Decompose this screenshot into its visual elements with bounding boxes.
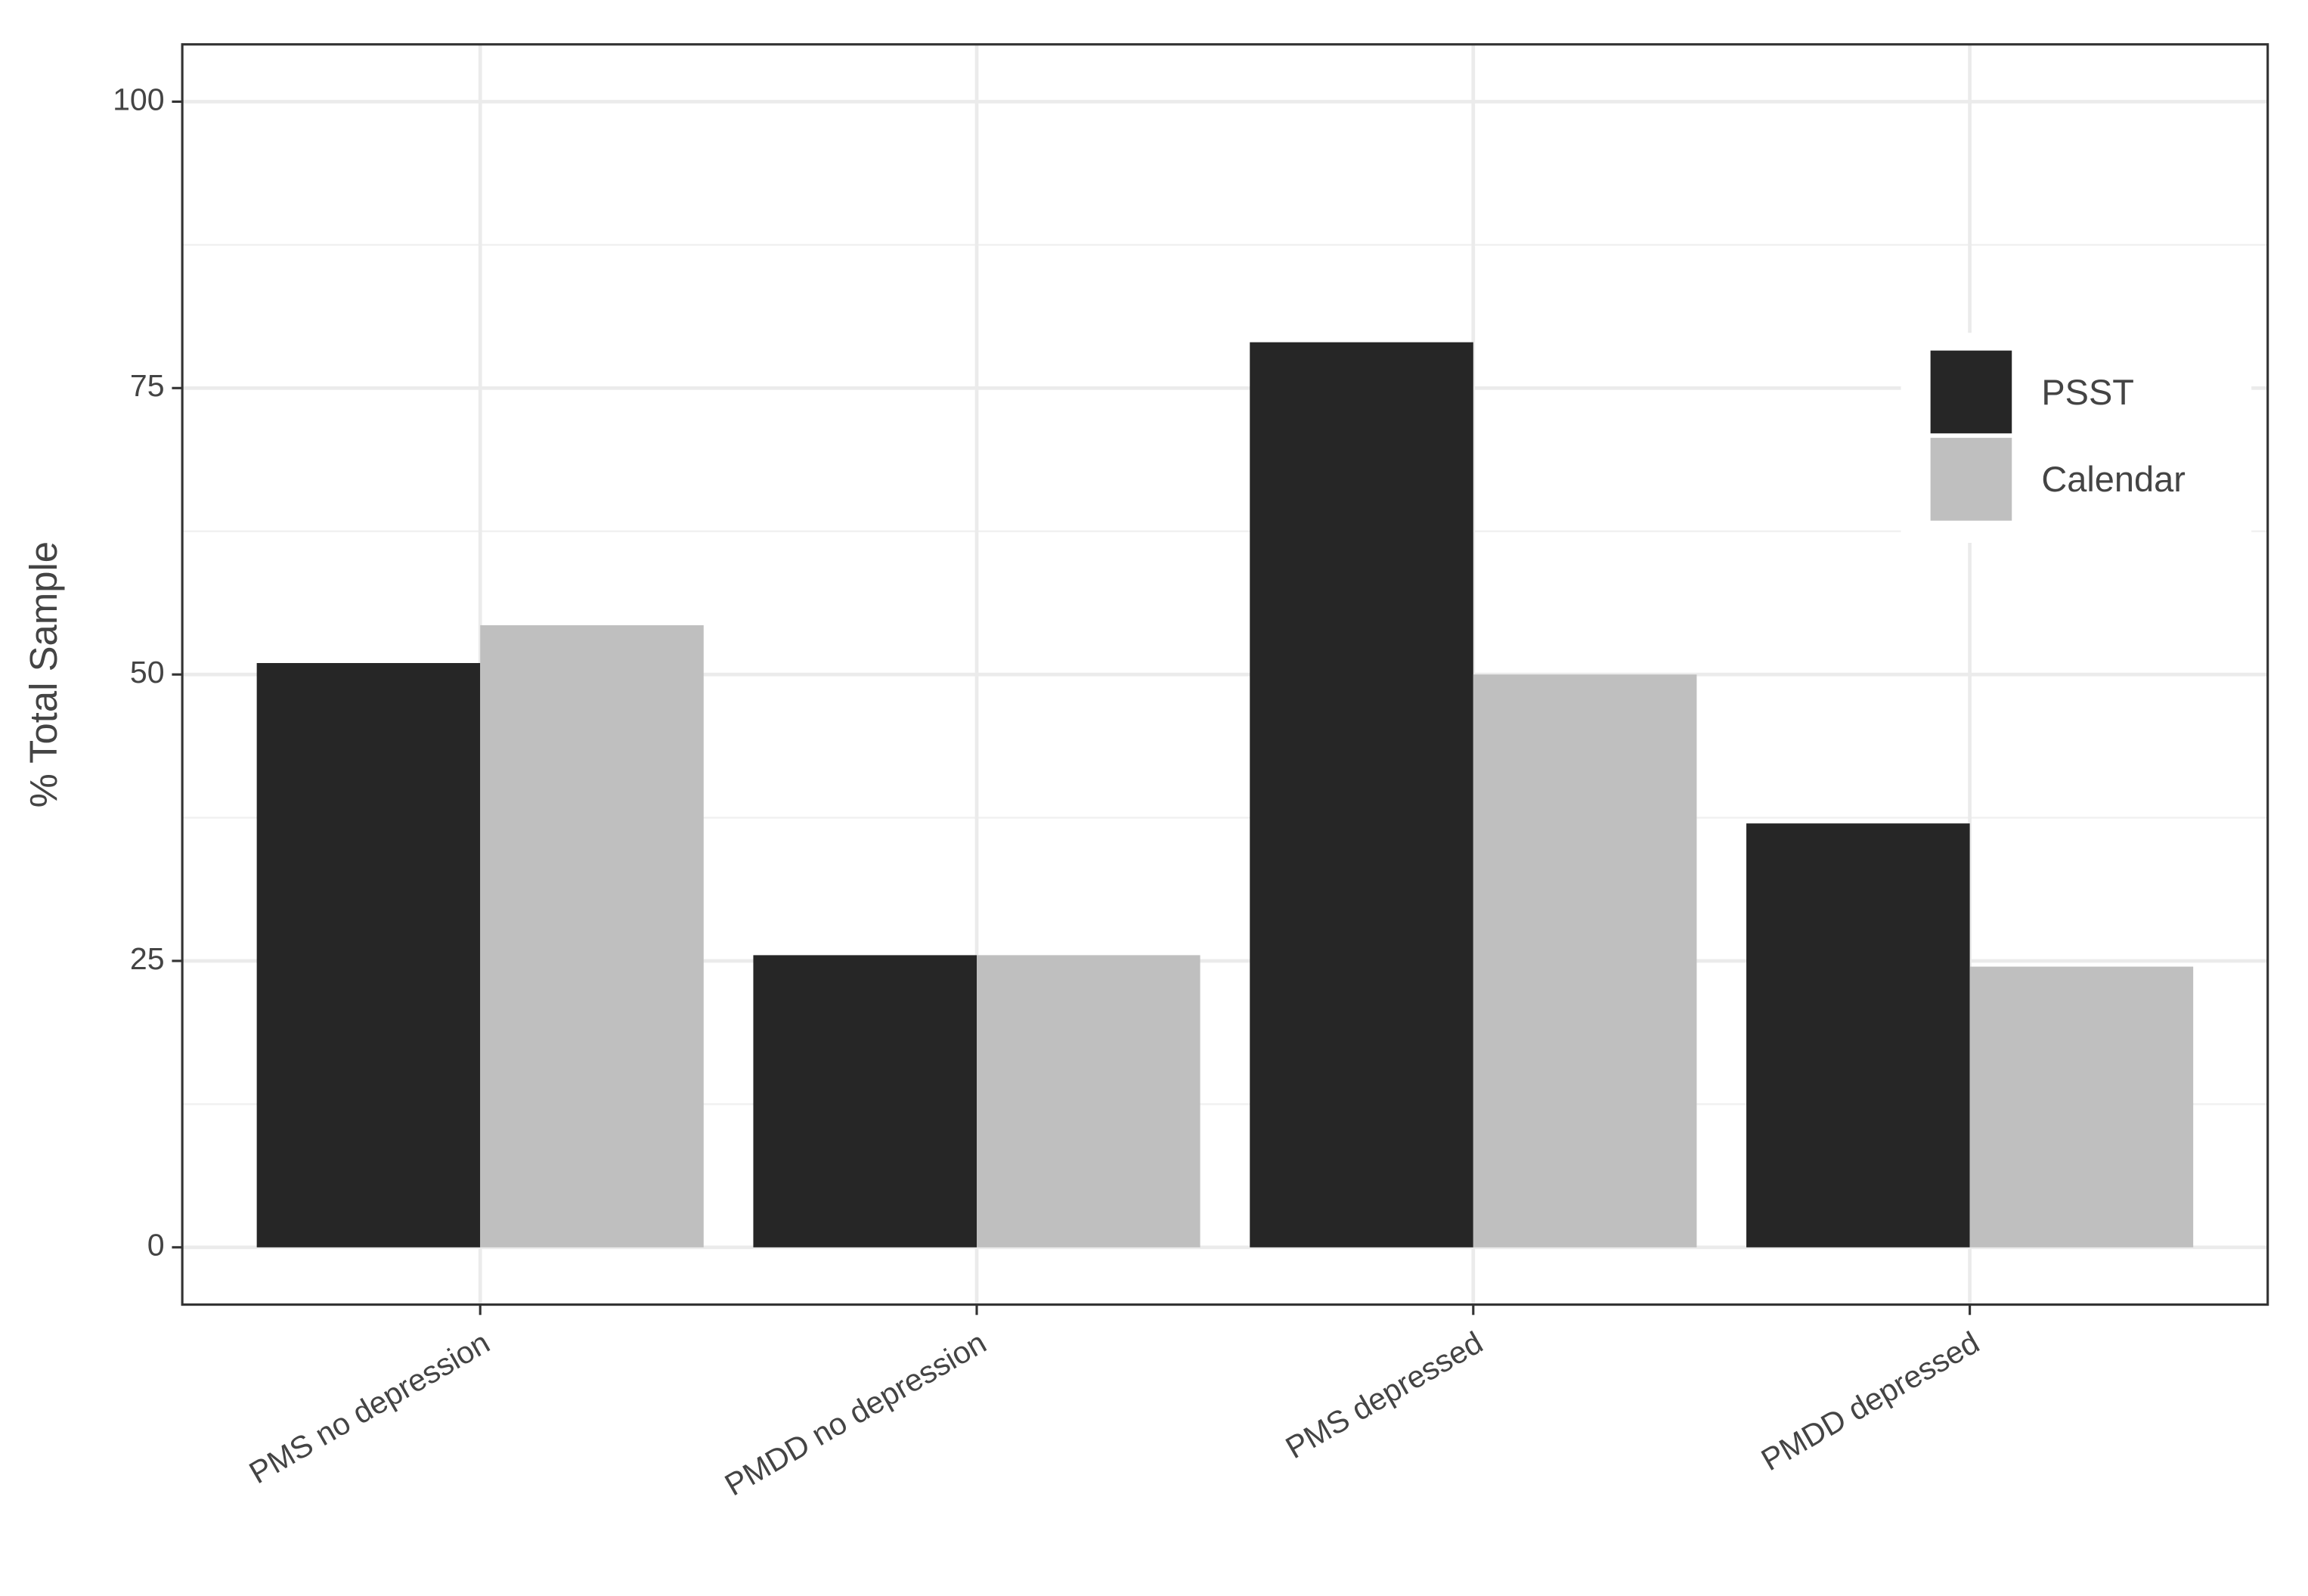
y-tick-label: 25 [130,941,165,976]
bar [1250,342,1473,1247]
legend-key [1930,438,2012,521]
bar [753,955,977,1247]
x-tick-label: PMS depressed [1280,1325,1489,1465]
y-axis-label: % Total Sample [22,541,65,807]
legend-label: PSST [2041,372,2134,412]
legend-label: Calendar [2041,459,2185,499]
bar [1969,966,2194,1247]
x-tick-label: PMS no depression [243,1325,495,1490]
bar [1746,823,1970,1247]
bar [977,955,1200,1247]
x-tick-label: PMDD no depression [719,1325,992,1502]
y-tick-label: 100 [113,82,165,116]
y-tick-label: 75 [130,368,165,403]
bar [480,624,704,1247]
y-tick-label: 0 [147,1228,165,1263]
legend-key [1930,350,2012,434]
x-tick-label: PMDD depressed [1755,1325,1985,1477]
bar [256,662,481,1247]
y-tick-label: 50 [130,655,165,690]
bar [1473,674,1697,1247]
panel-border [181,43,2269,1306]
